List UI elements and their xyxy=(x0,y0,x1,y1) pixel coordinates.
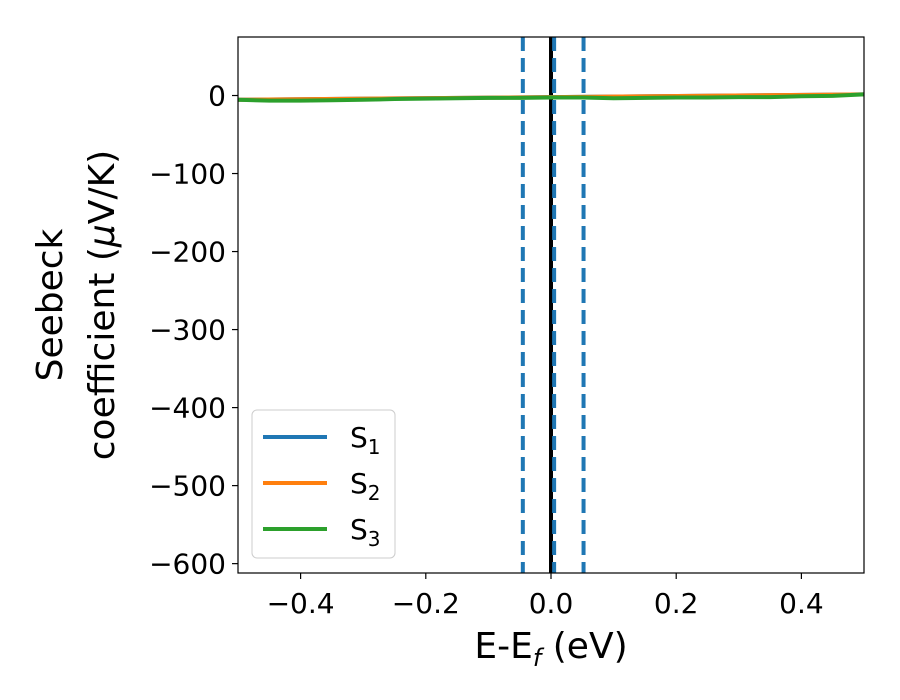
x-tick-label: 0.0 xyxy=(529,587,574,620)
vertical-lines xyxy=(520,37,586,573)
y-axis-label: Seebeck coefficient (μV/K) xyxy=(30,150,123,460)
y-tick-label: −500 xyxy=(149,470,226,503)
y-tick-label: −300 xyxy=(149,314,226,347)
x-axis-label: E-Ef (eV) xyxy=(474,626,627,672)
x-tick-label: 0.2 xyxy=(654,587,699,620)
y-tick-label: 0 xyxy=(208,80,226,113)
x-tick-label: 0.4 xyxy=(779,587,824,620)
y-axis-label-line1: Seebeck xyxy=(30,228,71,381)
legend-label: S2 xyxy=(350,467,381,505)
y-tick-label: −200 xyxy=(149,236,226,269)
y-axis-label-line2: coefficient (μV/K) xyxy=(82,150,123,460)
series-line-s3 xyxy=(238,92,864,103)
series-lines xyxy=(238,92,864,103)
legend-label: S1 xyxy=(350,421,381,459)
legend: S1 S2 S3 xyxy=(251,409,396,559)
y-tick-label: −400 xyxy=(149,392,226,425)
x-tick-label: −0.2 xyxy=(392,587,460,620)
x-axis-ticks: −0.4 −0.2 0.0 0.2 0.4 xyxy=(267,573,824,620)
legend-label: S3 xyxy=(350,513,381,551)
y-tick-label: −600 xyxy=(149,548,226,581)
y-tick-label: −100 xyxy=(149,158,226,191)
y-axis-ticks: 0 −100 −200 −300 −400 −500 −600 xyxy=(149,80,238,581)
x-tick-label: −0.4 xyxy=(267,587,335,620)
